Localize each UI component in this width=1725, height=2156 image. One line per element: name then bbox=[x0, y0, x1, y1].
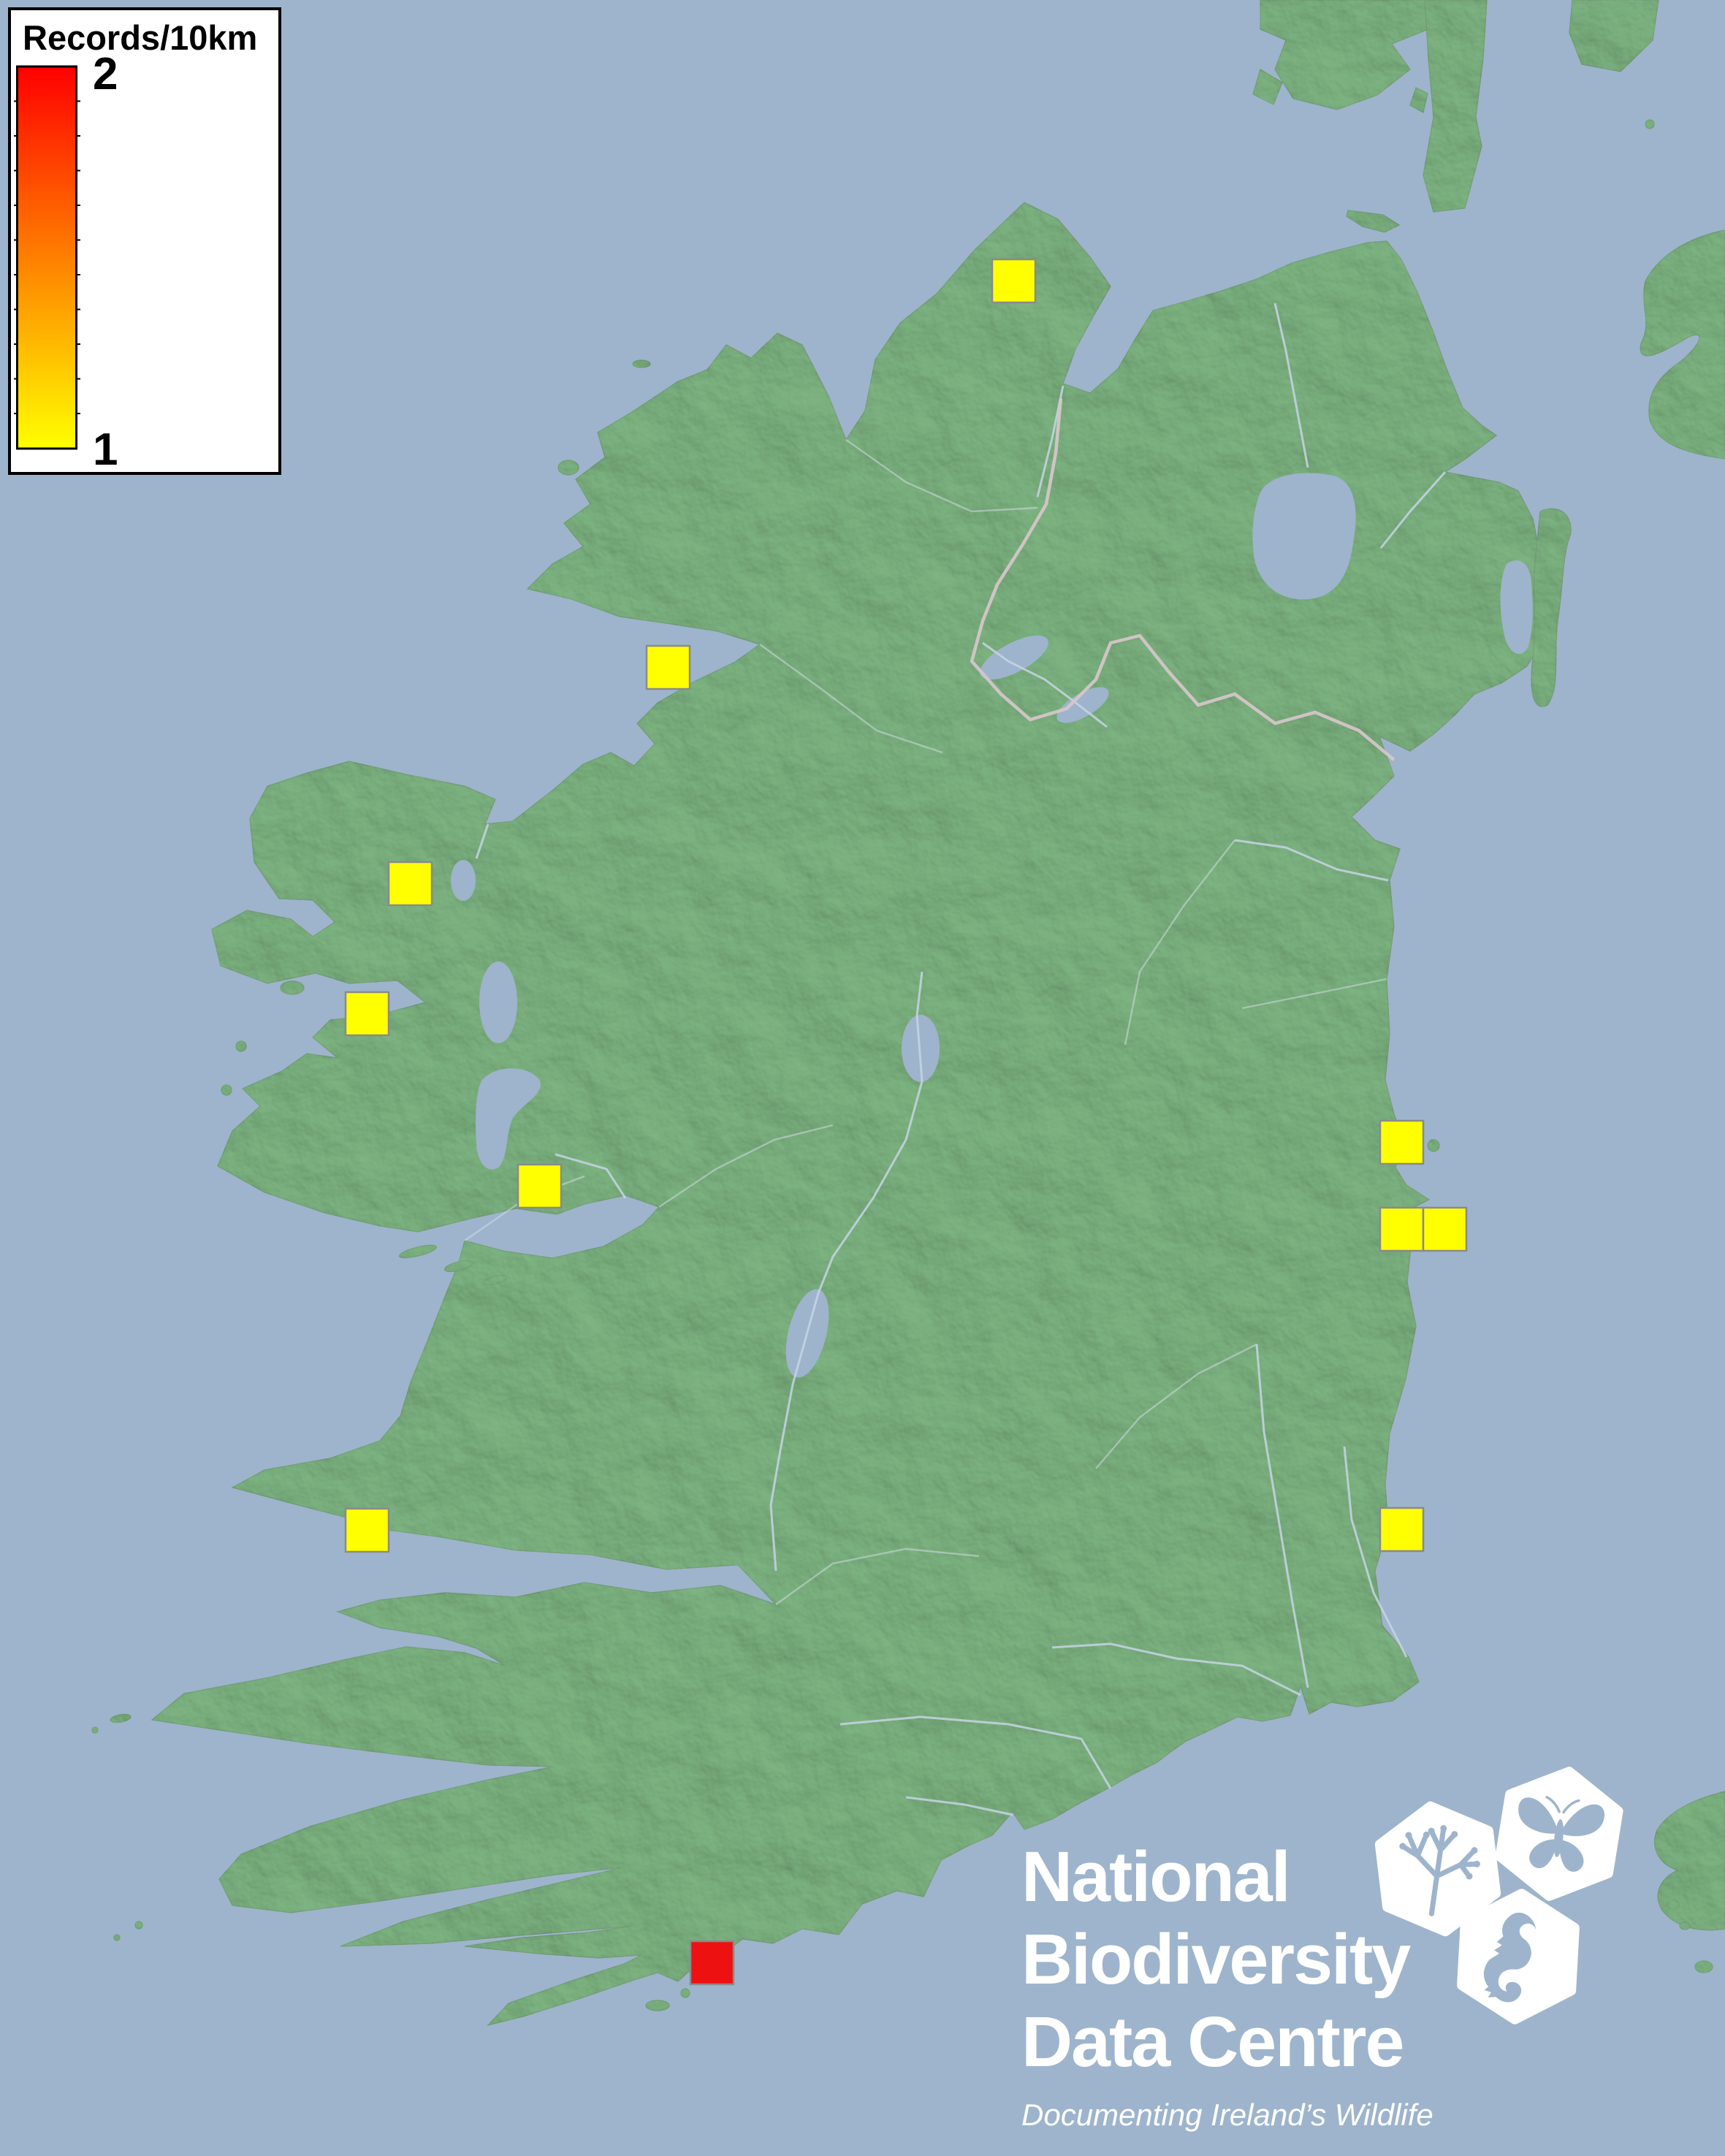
record-squares-layer bbox=[344, 258, 1468, 1986]
rathlin-island bbox=[1346, 210, 1401, 233]
legend-max-label: 2 bbox=[93, 49, 118, 99]
seahorse-icon bbox=[1483, 1912, 1555, 2003]
scotland-gigha-islet bbox=[1409, 86, 1428, 114]
scotland-rhins bbox=[1531, 508, 1572, 707]
upper-lough-erne bbox=[1056, 687, 1109, 723]
record-square bbox=[991, 258, 1037, 304]
record-square bbox=[387, 861, 433, 907]
inishturk-island bbox=[235, 1040, 247, 1052]
butterfly-hexagon bbox=[1495, 1767, 1623, 1901]
scotland-galloway bbox=[1640, 229, 1725, 460]
aran-island bbox=[443, 1260, 474, 1273]
aran-island bbox=[398, 1244, 438, 1259]
scotland-kintyre bbox=[1423, 0, 1488, 213]
legend-min-label: 1 bbox=[93, 424, 118, 475]
blasket-islet bbox=[91, 1726, 99, 1734]
ni-border bbox=[970, 397, 1395, 761]
nbdc-logo: National Biodiversity Data Centre Docume… bbox=[1021, 1835, 1433, 2133]
wales-islet bbox=[1679, 1921, 1691, 1930]
tree-icon bbox=[1400, 1826, 1480, 1916]
seahorse-hexagon bbox=[1457, 1889, 1580, 2024]
record-square bbox=[344, 1507, 390, 1553]
landmass-group bbox=[91, 0, 1725, 2027]
clare-island bbox=[280, 980, 305, 995]
skellig-islet bbox=[134, 1921, 143, 1930]
logo-hexagons bbox=[1374, 1767, 1623, 2024]
record-square bbox=[344, 991, 390, 1037]
sherkin-islet bbox=[680, 1988, 690, 1998]
lower-lough-erne bbox=[980, 635, 1048, 680]
lakes-group bbox=[451, 473, 1533, 1378]
blasket-island bbox=[110, 1713, 132, 1723]
legend-gradient-bar bbox=[14, 65, 80, 450]
record-square bbox=[1422, 1206, 1468, 1252]
arranmore-island bbox=[557, 460, 579, 476]
lough-conn bbox=[451, 860, 476, 901]
record-square bbox=[689, 1940, 735, 1986]
logo-line-1: National bbox=[1021, 1837, 1291, 1916]
lambay-island bbox=[1427, 1139, 1440, 1152]
butterfly-icon bbox=[1518, 1796, 1604, 1872]
lough-neagh bbox=[1252, 473, 1356, 600]
lough-corrib bbox=[475, 1068, 541, 1170]
record-square bbox=[1379, 1119, 1425, 1165]
scotland-islet bbox=[1252, 68, 1283, 106]
scotland-arran bbox=[1569, 0, 1659, 72]
record-square bbox=[645, 644, 691, 690]
legend: Records/10km 2 1 bbox=[8, 7, 281, 475]
strangford-lough bbox=[1500, 560, 1533, 655]
logo-tagline: Documenting Ireland’s Wildlife bbox=[1021, 2098, 1433, 2132]
skellig-islet bbox=[113, 1934, 121, 1941]
logo-line-2: Biodiversity bbox=[1021, 1919, 1411, 1999]
record-square bbox=[1379, 1206, 1425, 1252]
tory-island bbox=[632, 359, 651, 368]
legend-title: Records/10km bbox=[23, 18, 258, 57]
inishbofin-island bbox=[221, 1084, 232, 1096]
tree-hexagon bbox=[1374, 1801, 1501, 1937]
wales-islet bbox=[1694, 1960, 1713, 1973]
aran-island bbox=[483, 1275, 508, 1285]
legend-gradient-bar-fill bbox=[16, 65, 77, 450]
lough-mask bbox=[479, 961, 517, 1043]
logo-line-3: Data Centre bbox=[1021, 2002, 1404, 2081]
record-square bbox=[1379, 1506, 1425, 1553]
scotland-islet bbox=[1645, 119, 1655, 129]
clear-island bbox=[645, 2000, 670, 2011]
record-square bbox=[517, 1163, 563, 1209]
ireland-landmass bbox=[151, 202, 1545, 2027]
wales-islet bbox=[1667, 1900, 1680, 1910]
